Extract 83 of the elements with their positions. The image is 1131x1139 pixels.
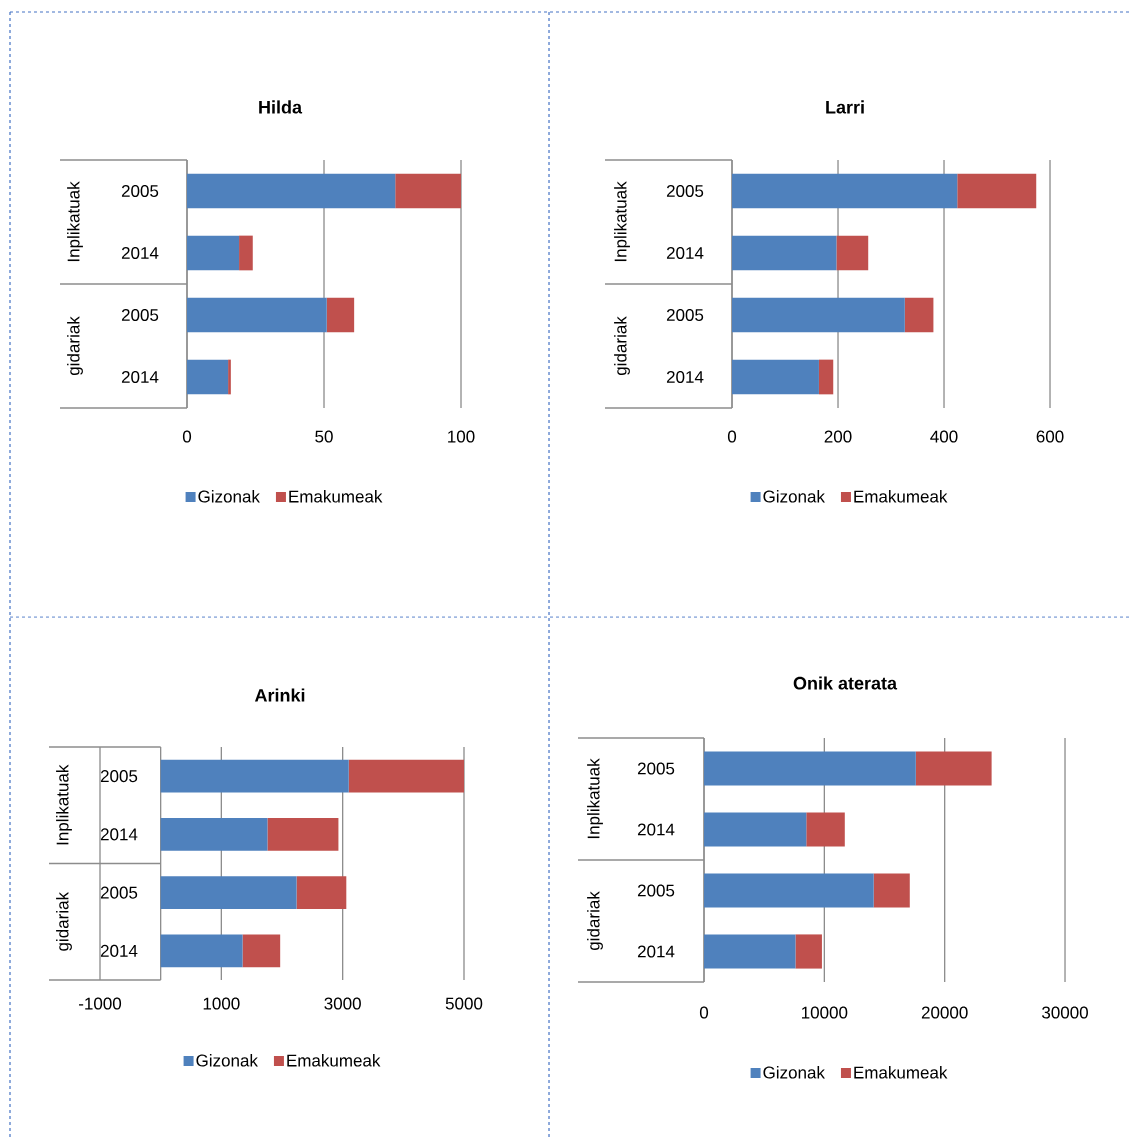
x-tick-label: 200 (824, 430, 852, 443)
x-tick-label: 0 (727, 430, 737, 443)
bar (704, 934, 796, 969)
y-tick-label: 2005 (100, 886, 138, 899)
text: gidariak (614, 316, 630, 376)
y-tick-label: 2014 (666, 370, 704, 384)
x-tick-label: 600 (1036, 430, 1064, 443)
bar (904, 297, 934, 333)
bar (187, 173, 396, 209)
chart-title: Hilda (259, 100, 303, 114)
bar (732, 173, 958, 209)
chart-title: Arinki (254, 688, 305, 702)
bar (873, 873, 910, 908)
chart-title: Onik aterata (793, 676, 898, 690)
y-tick-label: 2014 (121, 246, 159, 260)
bar (704, 873, 874, 908)
x-tick-label: -1000 (79, 997, 122, 1010)
text: gidariak (56, 891, 72, 951)
x-tick-label: 10000 (802, 1006, 848, 1019)
y-tick-label: 2005 (666, 184, 704, 198)
bar (704, 751, 916, 786)
bar (228, 359, 231, 395)
text: gidariak (587, 891, 603, 951)
legend-label: Gizonak (196, 1054, 258, 1067)
bar (239, 235, 253, 271)
y-tick-label: 2014 (637, 823, 675, 836)
y-tick-label: 2005 (121, 184, 159, 198)
legend-label: Gizonak (763, 490, 825, 503)
bar (957, 173, 1037, 209)
bar (732, 359, 819, 395)
bar (187, 235, 240, 271)
y-tick-label: 2014 (637, 945, 675, 958)
legend-label: Emakumeak (289, 490, 383, 503)
text: Inplikatuak (587, 758, 603, 839)
legend-label: Emakumeak (287, 1054, 381, 1067)
x-tick-label: 20000 (921, 1006, 968, 1019)
x-tick-label: 30000 (1042, 1006, 1088, 1019)
y-tick-label: 2005 (666, 308, 704, 322)
bar (296, 876, 347, 909)
x-tick-label: 1000 (203, 997, 240, 1010)
bar (836, 235, 869, 271)
text: gidariak (67, 316, 83, 376)
bar (326, 297, 355, 333)
bar (348, 759, 464, 793)
x-tick-label: 0 (182, 430, 192, 443)
y-tick-label: 2014 (100, 944, 138, 957)
chart-title: Larri (826, 100, 864, 114)
bar (267, 818, 339, 851)
x-tick-label: 5000 (445, 997, 483, 1010)
y-tick-label: 2014 (100, 828, 138, 841)
x-tick-label: 50 (315, 430, 333, 443)
bar (732, 235, 837, 271)
bar (187, 359, 229, 395)
legend-label: Gizonak (198, 490, 260, 503)
y-tick-label: 2005 (100, 770, 138, 783)
legend-label: Emakumeak (854, 1066, 948, 1079)
x-tick-label: 3000 (324, 997, 361, 1010)
text: Inplikatuak (614, 181, 630, 262)
bar (242, 934, 281, 968)
y-tick-label: 2014 (121, 370, 159, 384)
bar (915, 751, 992, 786)
text: Inplikatuak (56, 764, 72, 845)
bar (187, 297, 327, 333)
bar (160, 818, 268, 851)
bar (160, 759, 349, 793)
x-tick-label: 400 (930, 430, 958, 443)
text: Inplikatuak (67, 181, 83, 262)
bar (795, 934, 822, 969)
bar (704, 812, 807, 847)
bar (160, 876, 297, 909)
bar (806, 812, 845, 847)
x-tick-label: 0 (699, 1006, 709, 1019)
bar (818, 359, 834, 395)
y-tick-label: 2005 (121, 308, 159, 322)
bar (732, 297, 905, 333)
bar (160, 934, 243, 968)
y-tick-label: 2014 (666, 246, 704, 260)
x-tick-label: 100 (448, 430, 475, 443)
legend-label: Emakumeak (854, 490, 948, 503)
y-tick-label: 2005 (637, 762, 675, 775)
legend-label: Gizonak (763, 1066, 825, 1079)
bar (395, 173, 462, 209)
y-tick-label: 2005 (637, 884, 675, 897)
